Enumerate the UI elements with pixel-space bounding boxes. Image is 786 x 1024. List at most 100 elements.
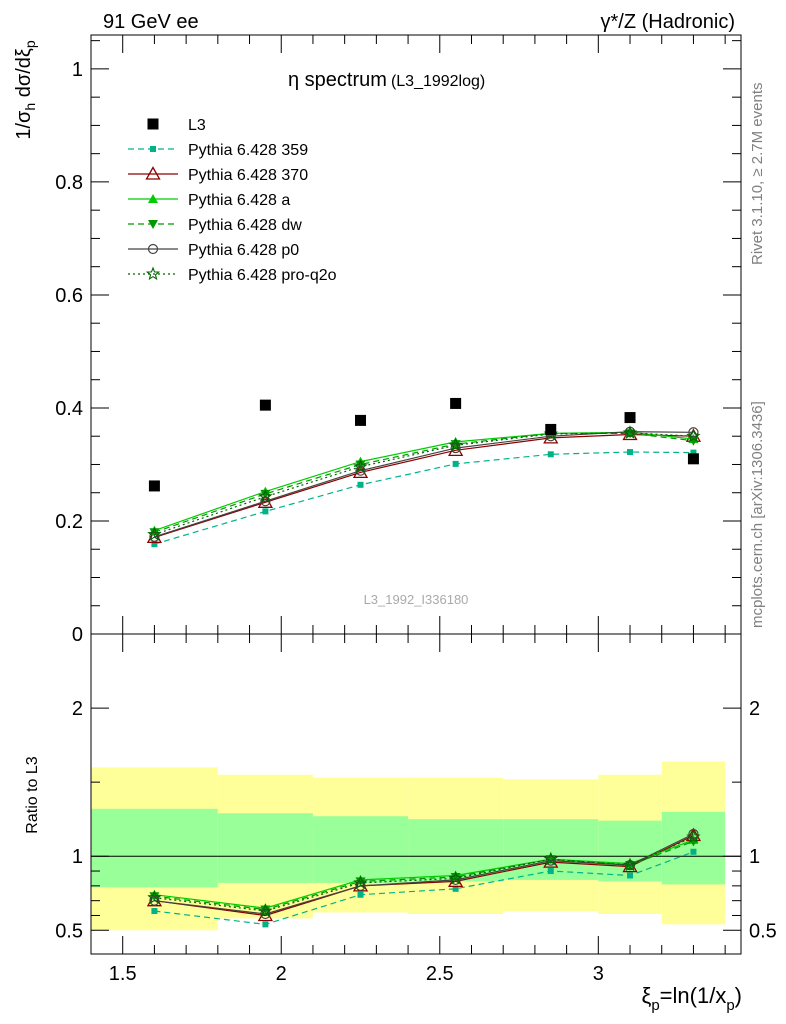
main-ytick-label: 0.2 [55,511,83,533]
ratio-xtick-label: 1.5 [109,963,137,985]
main-series-line-0 [154,451,694,545]
main-series-point-5 [258,489,273,503]
ratio-xtick-label: 2 [276,963,287,985]
ratio-band-inner [312,816,409,883]
legend-marker [150,146,156,152]
ratio-series-point-0 [627,872,634,879]
main-title: η spectrum (L3_1992log) [288,69,485,91]
ratio-plot-panel: 0.5 0.5 1 1 2 2 1.5 2 2.5 3 Ratio to L3 ξp=ln(1/… [24,633,777,1014]
data-point-l3 [148,480,160,492]
main-title-sub: (L3_1992log) [391,73,485,90]
ratio-series-point-5 [147,890,162,904]
main-series-point-0 [627,449,634,456]
main-series-point-0 [690,449,697,456]
main-series-point-3 [450,440,461,450]
ratio-xlabel: ξp=ln(1/xp) [641,983,742,1014]
ratio-ytick-label-right: 1 [749,846,760,868]
legend-label: Pythia 6.428 359 [188,142,308,159]
main-ytick-label: 1 [72,59,83,81]
data-point-l3 [624,412,636,424]
ratio-series-point-0 [262,921,269,928]
data-point-l3 [355,414,367,426]
main-series-point-3 [355,460,366,470]
main-series-line-2 [154,431,694,532]
ratio-ytick-label: 0.5 [55,920,83,942]
legend-marker [148,194,158,203]
ratio-series-line-5 [154,836,694,912]
ratio-series-point-5 [353,875,368,889]
ratio-xtick-label: 2.5 [426,963,454,985]
main-series-point-0 [452,460,459,467]
main-series-point-5 [622,425,638,439]
legend-label: Pythia 6.428 a [188,192,290,209]
legend-label: Pythia 6.428 pro-q2o [188,267,337,284]
legend-label: Pythia 6.428 370 [188,167,308,184]
main-ytick-label: 0.4 [55,398,83,420]
main-series-point-5 [353,459,368,473]
header-left: 91 GeV ee [103,11,199,33]
main-series-point-0 [151,541,158,548]
ratio-series-point-4 [624,860,636,871]
ratio-ytick-label: 2 [72,698,83,720]
main-ytick-label: 0 [72,624,83,646]
legend-label: Pythia 6.428 dw [188,217,302,234]
ratio-series-point-4 [260,908,271,920]
main-title-text: η spectrum [288,69,387,91]
ratio-series-point-4 [450,874,461,886]
ratio-series-point-5 [686,829,701,844]
ratio-series-point-4 [355,880,366,891]
legend-marker [145,266,161,281]
ratio-series-point-0 [547,868,554,875]
watermark-label: L3_1992_I336180 [364,592,469,607]
main-series-line-4 [154,431,694,538]
ratio-xtick-label: 3 [593,963,604,985]
main-series-point-4 [450,442,461,454]
ratio-series-point-0 [690,848,697,855]
main-ylabel: 1/σh dσ/dξp [13,40,38,140]
ratio-band-inner [91,808,218,888]
main-series-point-4 [355,465,366,476]
data-point-l3 [687,453,699,465]
ratio-ylabel: Ratio to L3 [24,756,41,833]
ratio-plot-frame [90,633,742,955]
ratio-series-point-0 [357,891,364,898]
legend-label: L3 [188,117,206,134]
ratio-series-point-4 [545,855,556,866]
main-plot-panel: 0 0.2 0.4 0.6 0.8 1 η spectrum (L3_1992log) L3… [13,34,742,646]
main-series-point-4 [149,531,160,542]
ratio-series-point-5 [258,903,273,918]
data-point-l3 [259,399,271,411]
main-ytick-label: 0.6 [55,285,83,307]
rivet-version-label: Rivet 3.1.10, ≥ 2.7M events [749,83,766,266]
main-ytick-label: 0.8 [55,172,83,194]
legend-marker [147,118,159,130]
main-series-point-5 [147,526,162,541]
ratio-band-inner [598,820,662,882]
legend-marker [147,243,159,255]
main-series-point-5 [448,437,463,452]
legend-marker [148,220,158,229]
legend-marker [145,166,161,180]
legend-label: Pythia 6.428 p0 [188,242,299,259]
main-series-point-0 [262,508,269,515]
data-point-l3 [450,397,462,409]
ratio-series-point-5 [448,870,463,885]
main-series-line-1 [154,433,694,538]
main-series-point-3 [260,489,271,499]
ratio-series-point-5 [622,857,638,872]
mcplots-label: mcplots.cern.ch [arXiv:1306.3436] [749,401,766,628]
main-series-point-0 [357,481,364,488]
ratio-ytick-label-right: 2 [749,698,760,720]
data-point-l3 [545,423,557,435]
ratio-series-point-4 [149,895,160,906]
header-right: γ*/Z (Hadronic) [601,11,735,33]
ratio-series-point-5 [543,851,558,866]
main-series-point-4 [688,427,699,438]
ratio-series-point-0 [151,908,158,915]
main-series-point-5 [686,428,701,443]
legend: L3 Pythia 6.428 359 Pythia 6.428 370 Pythia… [128,117,337,284]
ratio-band-inner [217,813,313,883]
main-series-point-0 [547,451,554,458]
ratio-series-point-0 [452,885,459,892]
ratio-series-point-4 [688,828,699,840]
